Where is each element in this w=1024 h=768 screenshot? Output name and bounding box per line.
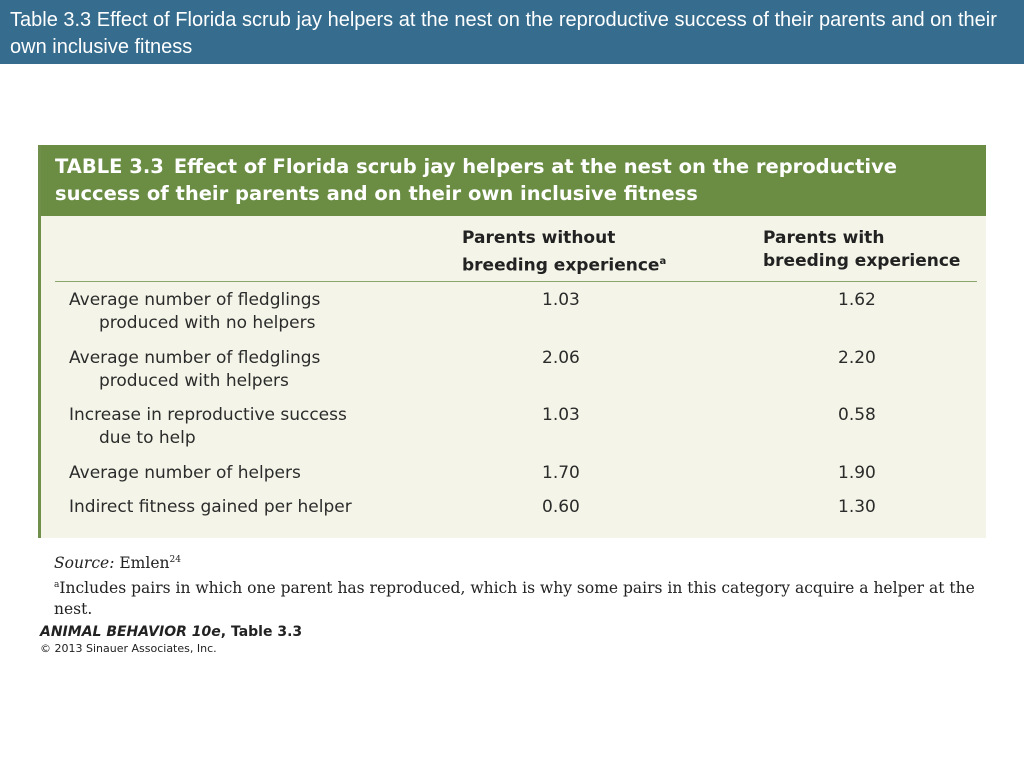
row-label: Indirect fitness gained per helper [69, 497, 352, 517]
column-header-without-experience: Parents without breeding experiencea [462, 227, 666, 278]
source-text: Emlen [119, 554, 170, 573]
source-line: Source: Emlen24 [54, 550, 984, 575]
cell-with-experience: 0.58 [838, 405, 876, 425]
footnote-text: Includes pairs in which one parent has r… [54, 578, 975, 619]
footnote-mark: a [54, 579, 60, 590]
book-suffix: , Table 3.3 [220, 624, 303, 640]
row-label-cont: due to help [99, 428, 196, 448]
table-notes: Source: Emlen24 aIncludes pairs in which… [54, 550, 984, 621]
row-label: Increase in reproductive success [69, 405, 347, 425]
row-label: Average number of fledglings [69, 290, 321, 310]
column-header-line1: Parents without [462, 228, 616, 248]
slide-title-text: Table 3.3 Effect of Florida scrub jay he… [10, 9, 997, 58]
table-label: TABLE 3.3 [55, 155, 164, 178]
table-caption-text: Effect of Florida scrub jay helpers at t… [55, 155, 898, 205]
cell-without-experience: 1.03 [542, 405, 580, 425]
row-label-cont: produced with no helpers [99, 313, 316, 333]
cell-with-experience: 1.90 [838, 463, 876, 483]
source-label: Source: [54, 554, 115, 573]
book-credit: ANIMAL BEHAVIOR 10e, Table 3.3 © 2013 Si… [40, 623, 302, 657]
cell-without-experience: 0.60 [542, 497, 580, 517]
column-header-with-experience: Parents with breeding experience [763, 227, 960, 273]
table-caption: TABLE 3.3 Effect of Florida scrub jay hel… [41, 145, 986, 216]
cell-without-experience: 1.03 [542, 290, 580, 310]
source-ref: 24 [169, 555, 181, 565]
row-label: Average number of helpers [69, 463, 301, 483]
book-title: ANIMAL BEHAVIOR 10e [40, 624, 221, 640]
row-label-cont: produced with helpers [99, 371, 289, 391]
row-label: Average number of fledglings [69, 348, 321, 368]
header-divider [55, 281, 977, 282]
cell-with-experience: 2.20 [838, 348, 876, 368]
slide-title: Table 3.3 Effect of Florida scrub jay he… [0, 0, 1024, 64]
cell-with-experience: 1.62 [838, 290, 876, 310]
footnote-mark: a [659, 256, 667, 267]
data-table: TABLE 3.3 Effect of Florida scrub jay hel… [38, 145, 986, 538]
cell-with-experience: 1.30 [838, 497, 876, 517]
column-header-line2: breeding experience [763, 251, 961, 271]
footnote: aIncludes pairs in which one parent has … [54, 575, 984, 621]
column-header-line2: breeding experience [462, 255, 660, 276]
cell-without-experience: 1.70 [542, 463, 580, 483]
copyright: © 2013 Sinauer Associates, Inc. [40, 642, 217, 655]
column-header-line1: Parents with [763, 228, 885, 248]
cell-without-experience: 2.06 [542, 348, 580, 368]
